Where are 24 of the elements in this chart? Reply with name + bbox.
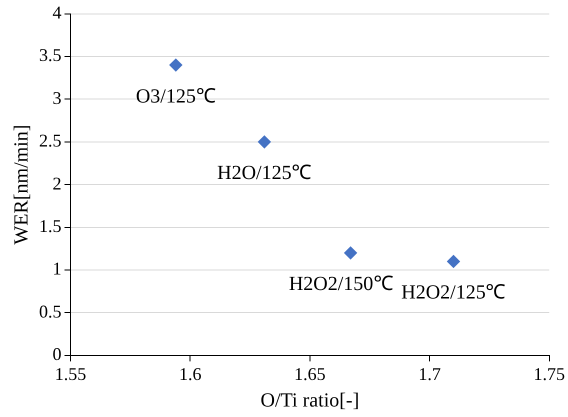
y-tick-label: 4 xyxy=(52,2,62,23)
y-axis-title: WER[nm/min] xyxy=(10,124,32,245)
y-tick-label: 0 xyxy=(52,344,62,364)
point xyxy=(344,246,358,260)
x-tick-label: 1.55 xyxy=(54,364,86,384)
y-tick-label: 1.5 xyxy=(39,216,62,236)
annotation: O3/125℃ xyxy=(136,85,216,108)
annotation: H2O/125℃ xyxy=(217,162,312,184)
y-tick-label: 2 xyxy=(52,173,62,194)
y-tick-label: 1 xyxy=(52,258,62,279)
annotation: H2O2/125℃ xyxy=(401,282,506,304)
point xyxy=(447,254,460,268)
x-tick-label: 1.6 xyxy=(178,364,202,384)
y-tick-label: 0.5 xyxy=(39,301,62,322)
x-tick-label: 1.7 xyxy=(418,364,441,384)
x-tick-label: 1.75 xyxy=(534,364,565,384)
y-tick-label: 2.5 xyxy=(39,130,62,151)
x-axis-title: O/Ti ratio[-] xyxy=(260,389,360,412)
y-tick-label: 3 xyxy=(52,88,62,108)
point xyxy=(169,58,182,72)
y-tick-label: 3.5 xyxy=(39,45,62,66)
x-tick-label: 1.65 xyxy=(294,364,326,384)
point xyxy=(258,135,271,148)
annotation: H2O2/150℃ xyxy=(288,273,394,296)
